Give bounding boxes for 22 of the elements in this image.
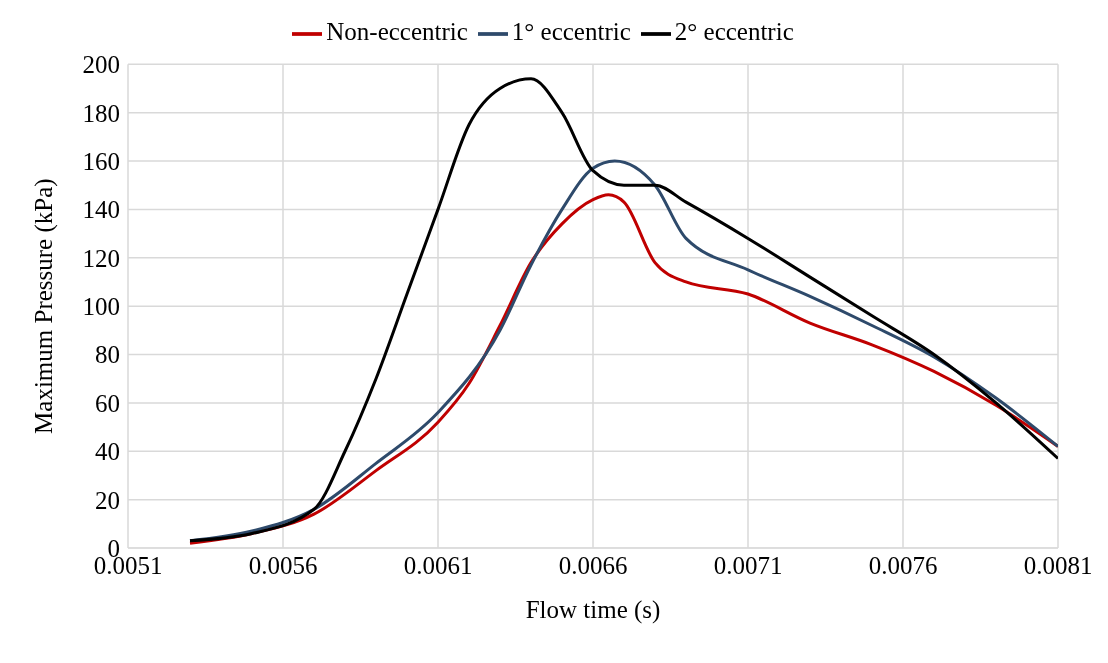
y-tick-label: 80: [95, 341, 120, 369]
y-axis-title: Maximum Pressure (kPa): [29, 178, 58, 434]
y-tick-label: 100: [82, 293, 120, 321]
y-tick-label: 180: [82, 99, 120, 127]
line-series: [188, 77, 1058, 543]
x-tick-label: 0.0066: [558, 551, 628, 579]
y-tick-label: 120: [82, 244, 120, 272]
x-tick-label: 0.0071: [713, 551, 783, 579]
y-tick-label: 40: [95, 438, 120, 466]
x-axis-title: Flow time (s): [525, 596, 661, 624]
y-tick-label: 160: [82, 147, 120, 175]
legend-label: 2° eccentric: [674, 18, 794, 45]
x-tick-label: 0.0061: [403, 551, 473, 579]
legend-label: 1° eccentric: [511, 18, 631, 45]
y-tick-label: 200: [82, 51, 120, 79]
y-tick-label: 60: [95, 389, 120, 417]
y-tick-label: 20: [95, 486, 120, 514]
y-tick-label: 140: [82, 196, 120, 224]
legend-label: Non-eccentric: [326, 18, 468, 45]
x-tick-label: 0.0076: [868, 551, 938, 579]
x-tick-label: 0.0056: [248, 551, 318, 579]
x-tick-label: 0.0081: [1023, 551, 1093, 579]
